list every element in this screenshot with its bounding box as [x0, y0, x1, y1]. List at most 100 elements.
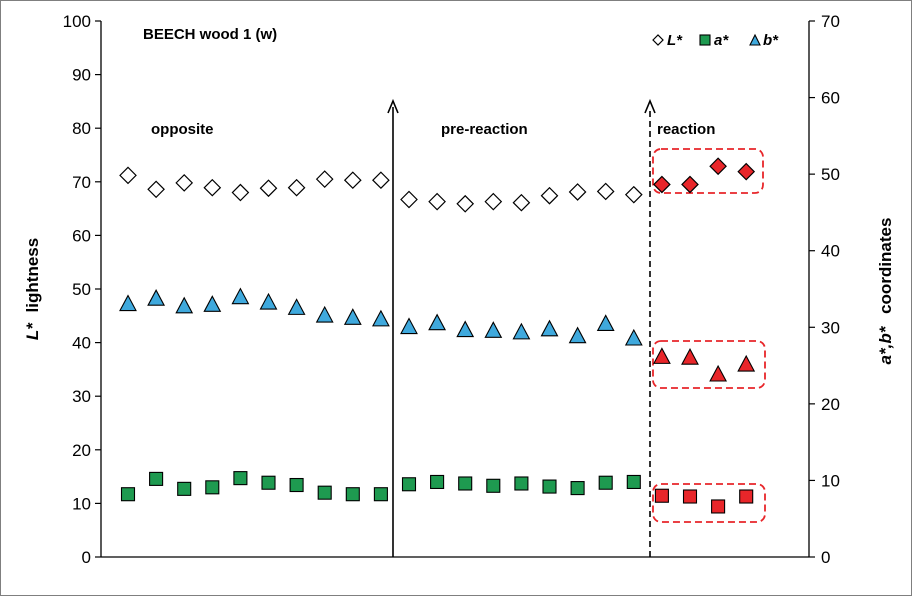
diamond-point: [400, 190, 418, 209]
triangle-point: [456, 320, 475, 338]
square-point: [430, 474, 445, 490]
square-point: [739, 489, 754, 504]
left-tick-label: 50: [72, 280, 91, 299]
legend-marker-square: [699, 34, 711, 46]
reaction-box-l: [652, 148, 764, 194]
left-tick-label: 20: [72, 441, 91, 460]
triangle-point: [428, 313, 447, 331]
reaction-highlight-boxes: [652, 148, 766, 523]
diamond-point: [203, 178, 222, 197]
left-tick-label: 90: [72, 66, 91, 85]
dashed-divider-arrow: [644, 98, 656, 557]
diamond-point: [175, 174, 194, 192]
solid-divider-arrow: [387, 98, 399, 557]
left-tick-label: 30: [72, 387, 91, 406]
diamond-point: [315, 170, 334, 188]
left-tick-label: 70: [72, 173, 91, 192]
left-tick-label: 10: [72, 494, 91, 513]
square-point: [205, 480, 220, 495]
triangle-point: [371, 309, 390, 327]
diamond-point: [147, 180, 165, 199]
square-point: [289, 477, 304, 493]
svg-text:L* lightness: L* lightness: [23, 238, 42, 340]
legend-marker-triangle: [749, 33, 761, 46]
square-point: [711, 499, 726, 514]
left-axis-label: L* lightness: [23, 238, 42, 340]
legend-marker-diamond: [652, 34, 664, 46]
triangle-point: [512, 322, 531, 340]
right-tick-label: 50: [821, 165, 840, 184]
triangle-point: [231, 287, 250, 305]
square-point: [486, 478, 501, 493]
left-tick-label: 40: [72, 334, 91, 353]
diamond-point: [653, 175, 671, 194]
right-tick-label: 0: [821, 548, 830, 567]
left-tick-label: 100: [63, 12, 91, 31]
chart-title: BEECH wood 1 (w): [143, 26, 277, 43]
triangle-point: [624, 328, 643, 346]
left-axis-text: lightness: [23, 238, 42, 313]
right-tick-label: 20: [821, 395, 840, 414]
left-tick-label: 0: [82, 548, 91, 567]
triangle-point: [540, 319, 559, 337]
square-point: [514, 476, 529, 491]
axes: [100, 21, 810, 558]
diamond-point: [372, 171, 390, 190]
svg-text:a*,b* coordinates: a*,b* coordinates: [876, 218, 895, 365]
right-tick-label: 60: [821, 89, 840, 108]
diamond-point: [259, 179, 278, 198]
square-point: [570, 481, 585, 496]
diamond-point: [540, 186, 559, 205]
reaction-box-a: [652, 483, 766, 523]
diamond-point: [119, 166, 137, 185]
triangle-point: [343, 308, 362, 325]
left-tick-label: 80: [72, 119, 91, 138]
legend: L* a* b*: [652, 32, 779, 49]
square-point: [458, 476, 473, 491]
diamond-point: [737, 162, 756, 181]
section-label-reaction: reaction: [657, 121, 715, 138]
diamond-point: [456, 194, 475, 213]
data-points: [119, 157, 756, 514]
square-point: [373, 487, 388, 502]
legend-label-a: a*: [714, 32, 729, 49]
diamond-point: [596, 182, 615, 201]
right-tick-label: 40: [821, 242, 840, 261]
diamond-point: [343, 171, 362, 190]
triangle-point: [484, 321, 503, 338]
triangle-point: [596, 314, 615, 332]
right-axis-label: a*,b* coordinates: [876, 218, 895, 365]
section-label-pre-reaction: pre-reaction: [441, 121, 528, 138]
left-ticks: 0 10 20 30 40 50 60 70 80 90 100: [63, 12, 101, 567]
square-point: [542, 479, 557, 494]
triangle-point: [568, 326, 587, 344]
right-tick-label: 30: [821, 318, 840, 337]
section-label-opposite: opposite: [151, 121, 214, 138]
diamond-point: [568, 183, 587, 201]
triangle-point: [709, 364, 728, 382]
square-point: [626, 474, 641, 490]
square-point: [177, 481, 192, 496]
right-tick-label: 10: [821, 471, 840, 490]
diamond-point: [512, 193, 531, 212]
triangle-point: [315, 305, 334, 323]
triangle-point: [203, 295, 222, 312]
triangle-point: [737, 354, 756, 372]
square-point: [401, 477, 417, 492]
right-axis-text: coordinates: [876, 218, 895, 314]
left-axis-symbol: L*: [23, 322, 42, 340]
triangle-point: [652, 347, 671, 364]
triangle-point: [175, 296, 194, 314]
diamond-point: [681, 175, 699, 194]
left-tick-label: 60: [72, 226, 91, 245]
square-point: [149, 471, 164, 486]
diamond-point: [231, 183, 250, 202]
diamond-point: [484, 192, 503, 211]
right-axis-symbol: a*,b*: [876, 325, 895, 364]
square-point: [345, 487, 360, 502]
legend-label-b: b*: [763, 32, 779, 49]
square-point: [654, 488, 669, 503]
diamond-point: [428, 192, 446, 211]
